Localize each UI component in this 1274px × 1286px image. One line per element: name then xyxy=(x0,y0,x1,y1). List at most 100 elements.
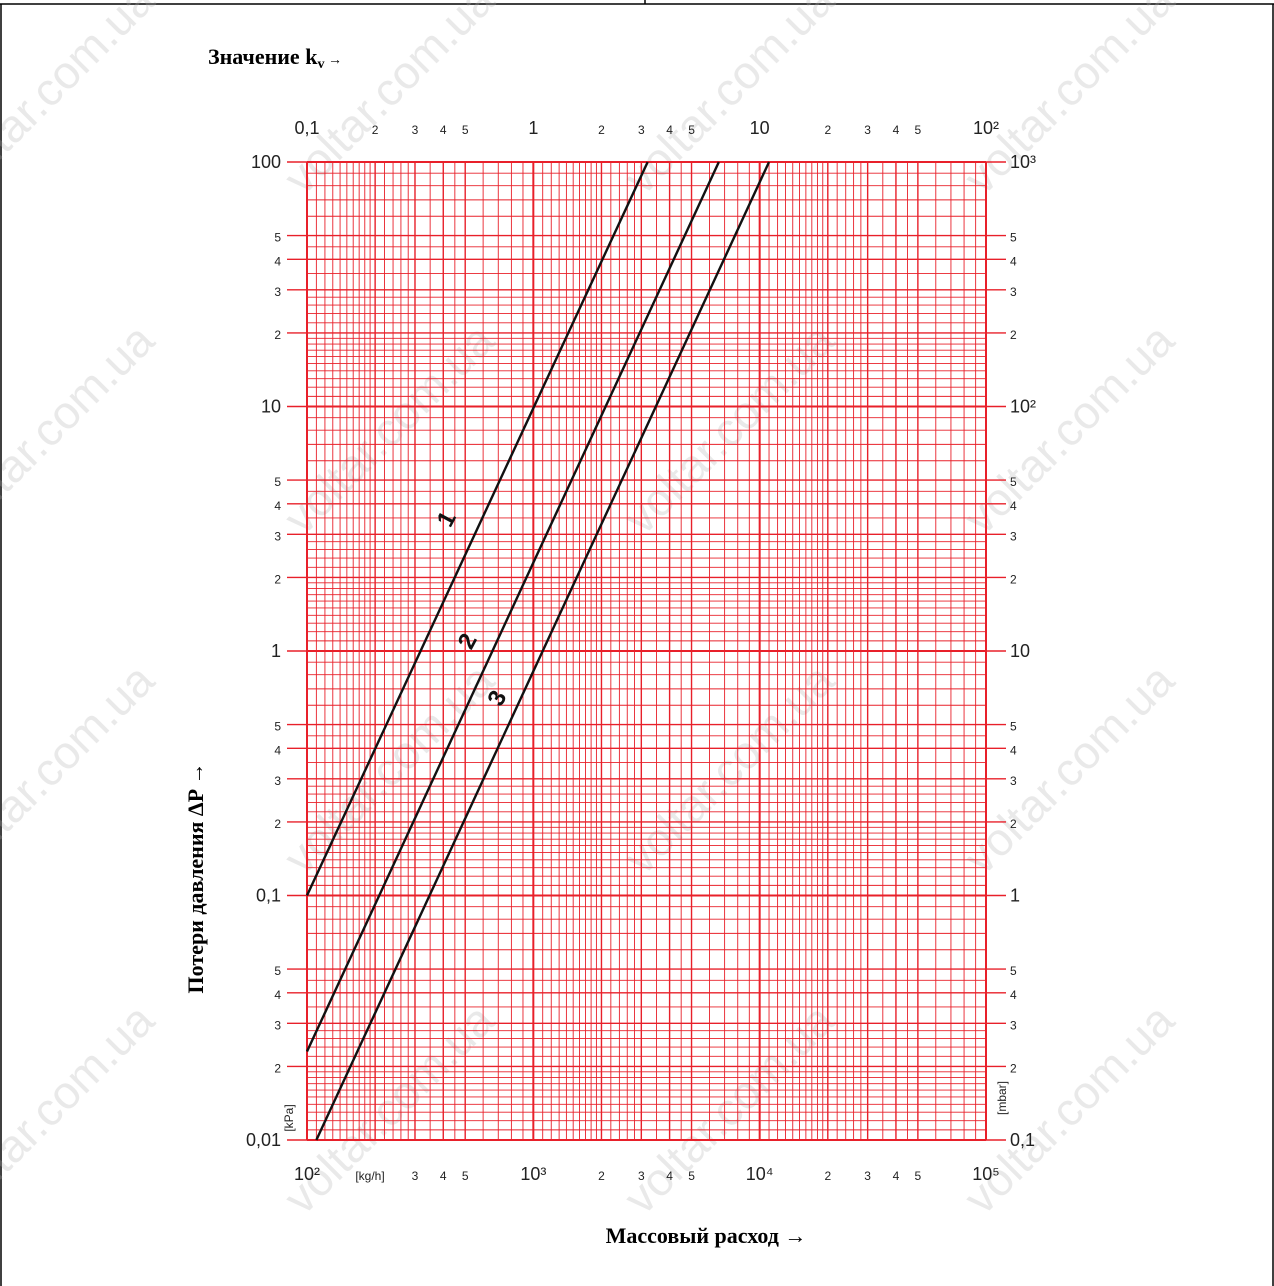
bottom-tick-label: 3 xyxy=(412,1169,419,1183)
bottom-tick-label: 5 xyxy=(915,1169,922,1183)
series-line-3 xyxy=(315,161,771,1141)
bottom-tick-label: 4 xyxy=(666,1169,673,1183)
watermark-text: voltar.com.ua xyxy=(614,653,845,884)
series-label-1: 1 xyxy=(432,507,462,531)
right-tick-label: 5 xyxy=(1010,720,1017,734)
bottom-tick-label: 10² xyxy=(294,1164,320,1184)
series-line-2 xyxy=(305,161,720,1053)
left-tick-label: 3 xyxy=(274,1018,281,1032)
bottom-tick-label: 10⁵ xyxy=(972,1164,999,1184)
watermark-layer: voltar.com.ua voltar.com.ua voltar.com.ua v… xyxy=(0,0,1184,1224)
bottom-tick-label: 3 xyxy=(864,1169,871,1183)
left-tick-label: 3 xyxy=(274,285,281,299)
top-tick-label: 3 xyxy=(412,123,419,137)
watermark-text: voltar.com.ua xyxy=(614,993,845,1224)
left-tick-label: 2 xyxy=(274,328,281,342)
labels-layer: 0,1 2 3 4 5 1 2 3 4 5 10 2 3 4 5 10² 10² 3 4 5 10³ 2 3 4 5 10⁴ 2 3 4… xyxy=(246,118,1036,1184)
watermark-text: voltar.com.ua xyxy=(0,993,164,1224)
left-unit-label: [kPa] xyxy=(282,1104,296,1131)
left-tick-label: 4 xyxy=(274,254,281,268)
top-tick-label: 4 xyxy=(893,123,900,137)
top-tick-label: 5 xyxy=(462,123,469,137)
right-tick-label: 3 xyxy=(1010,774,1017,788)
left-tick-label: 5 xyxy=(274,231,281,245)
watermark-text: voltar.com.ua xyxy=(614,313,845,544)
right-tick-label: 5 xyxy=(1010,231,1017,245)
top-tick-label: 10 xyxy=(750,118,770,138)
watermark-text: voltar.com.ua xyxy=(0,313,164,544)
left-tick-label: 5 xyxy=(274,964,281,978)
left-tick-label: 100 xyxy=(251,152,281,172)
watermark-text: voltar.com.ua xyxy=(954,0,1185,204)
left-tick-label: 2 xyxy=(274,572,281,586)
bottom-tick-label: 3 xyxy=(638,1169,645,1183)
right-tick-label: 2 xyxy=(1010,1061,1017,1075)
top-tick-label: 2 xyxy=(824,123,831,137)
x-axis-title: Массовый расход → xyxy=(605,1223,807,1248)
bottom-tick-label: 2 xyxy=(824,1169,831,1183)
left-tick-label: 4 xyxy=(274,743,281,757)
right-tick-label: 10² xyxy=(1010,397,1036,417)
left-tick-label: 2 xyxy=(274,1061,281,1075)
bottom-tick-label: 4 xyxy=(440,1169,447,1183)
watermark-text: voltar.com.ua xyxy=(954,653,1185,884)
right-tick-label: 10³ xyxy=(1010,152,1036,172)
top-tick-label: 3 xyxy=(864,123,871,137)
left-tick-label: 1 xyxy=(271,641,281,661)
right-tick-label: 3 xyxy=(1010,285,1017,299)
top-tick-label: 2 xyxy=(372,123,379,137)
right-tick-label: 4 xyxy=(1010,743,1017,757)
top-tick-label: 5 xyxy=(915,123,922,137)
left-tick-label: 3 xyxy=(274,774,281,788)
top-tick-label: 2 xyxy=(598,123,605,137)
left-tick-label: 0,1 xyxy=(256,886,281,906)
bottom-tick-label: 10³ xyxy=(520,1164,546,1184)
right-tick-label: 5 xyxy=(1010,964,1017,978)
right-tick-label: 2 xyxy=(1010,817,1017,831)
left-tick-label: 4 xyxy=(274,499,281,513)
right-tick-label: 3 xyxy=(1010,1018,1017,1032)
watermark-text: voltar.com.ua xyxy=(0,653,164,884)
bottom-tick-label: 2 xyxy=(598,1169,605,1183)
right-tick-label: 4 xyxy=(1010,499,1017,513)
top-tick-label: 0,1 xyxy=(294,118,319,138)
left-tick-label: 0,01 xyxy=(246,1130,281,1150)
bottom-unit-label: [kg/h] xyxy=(355,1169,384,1183)
left-tick-label: 5 xyxy=(274,720,281,734)
right-tick-label: 5 xyxy=(1010,475,1017,489)
right-tick-label: 4 xyxy=(1010,988,1017,1002)
bottom-tick-label: 4 xyxy=(893,1169,900,1183)
top-tick-label: 10² xyxy=(973,118,999,138)
left-tick-label: 5 xyxy=(274,475,281,489)
bottom-tick-label: 5 xyxy=(462,1169,469,1183)
left-tick-label: 4 xyxy=(274,988,281,1002)
watermark-text: voltar.com.ua xyxy=(274,313,505,544)
grid-layer xyxy=(287,161,1006,1141)
right-tick-label: 2 xyxy=(1010,328,1017,342)
right-tick-label: 3 xyxy=(1010,529,1017,543)
top-tick-label: 3 xyxy=(638,123,645,137)
watermark-text: voltar.com.ua xyxy=(0,0,164,204)
right-tick-label: 4 xyxy=(1010,254,1017,268)
right-tick-label: 2 xyxy=(1010,572,1017,586)
left-tick-label: 2 xyxy=(274,817,281,831)
bottom-tick-label: 10⁴ xyxy=(746,1164,774,1184)
watermark-text: voltar.com.ua xyxy=(274,993,505,1224)
watermark-text: voltar.com.ua xyxy=(274,653,505,884)
left-tick-label: 3 xyxy=(274,529,281,543)
watermark-text: voltar.com.ua xyxy=(954,313,1185,544)
top-tick-label: 1 xyxy=(528,118,538,138)
series-label-2: 2 xyxy=(453,629,483,653)
watermark-text: voltar.com.ua xyxy=(954,993,1185,1224)
top-tick-label: 4 xyxy=(440,123,447,137)
top-tick-label: 5 xyxy=(688,123,695,137)
right-tick-label: 1 xyxy=(1010,886,1020,906)
right-tick-label: 0,1 xyxy=(1010,1130,1035,1150)
right-tick-label: 10 xyxy=(1010,641,1030,661)
left-tick-label: 10 xyxy=(261,397,281,417)
top-axis-title: Значение kv → xyxy=(208,44,342,72)
series-line-1 xyxy=(305,161,649,897)
bottom-tick-label: 5 xyxy=(688,1169,695,1183)
